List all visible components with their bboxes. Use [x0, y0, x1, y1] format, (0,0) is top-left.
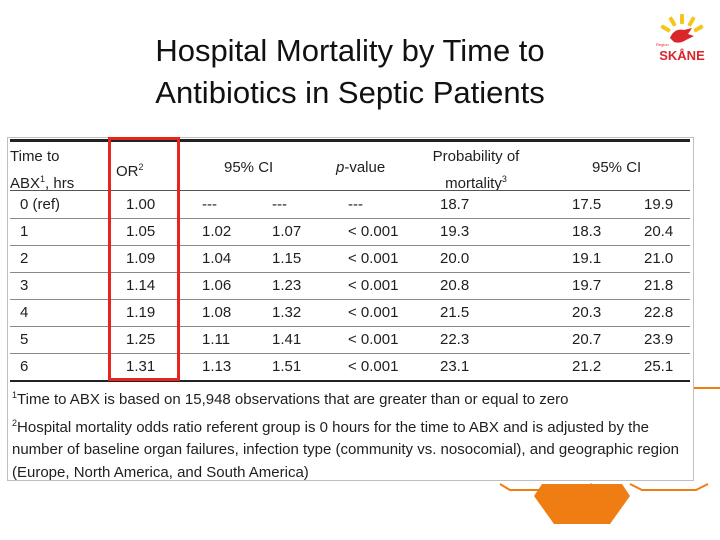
- cell-or: 1.14: [126, 277, 156, 294]
- cell-plo: 19.1: [572, 250, 602, 267]
- title-line-1: Hospital Mortality by Time to: [155, 33, 545, 68]
- header-p-value: p-value: [336, 159, 386, 176]
- table-bottom-rule: [10, 380, 690, 382]
- row-separator: [10, 245, 690, 246]
- cell-or: 1.00: [126, 196, 156, 213]
- cell-lo: 1.13: [202, 358, 232, 375]
- header-or-ci: 95% CI: [224, 159, 274, 176]
- cell-p: < 0.001: [348, 304, 399, 321]
- row-separator: [10, 272, 690, 273]
- cell-hi: ---: [272, 196, 287, 213]
- footnote-2: 2Hospital mortality odds ratio referent …: [12, 417, 650, 436]
- table-row: 5 1.25 1.11 1.41 < 0.001 22.3 20.7 23.9: [10, 326, 690, 353]
- table-row: 1 1.05 1.02 1.07 < 0.001 19.3 18.3 20.4: [10, 218, 690, 245]
- cell-phi: 25.1: [644, 358, 674, 375]
- cell-hi: 1.07: [272, 223, 302, 240]
- cell-lo: ---: [202, 196, 217, 213]
- table-figure: [7, 137, 694, 481]
- cell-phi: 19.9: [644, 196, 674, 213]
- cell-hi: 1.51: [272, 358, 302, 375]
- row-separator: [10, 299, 690, 300]
- cell-or: 1.05: [126, 223, 156, 240]
- cell-p: < 0.001: [348, 277, 399, 294]
- region-skane-logo-icon: [660, 14, 704, 43]
- table-row: 2 1.09 1.04 1.15 < 0.001 20.0 19.1 21.0: [10, 245, 690, 272]
- table-row: 3 1.14 1.06 1.23 < 0.001 20.8 19.7 21.8: [10, 272, 690, 299]
- table-row: 0 (ref) 1.00 --- --- --- 18.7 17.5 19.9: [10, 191, 690, 218]
- cell-phi: 21.8: [644, 277, 674, 294]
- slide-title: Hospital Mortality by Time to Antibiotic…: [60, 30, 640, 114]
- row-separator: [10, 353, 690, 354]
- cell-time: 0 (ref): [20, 196, 61, 213]
- row-separator: [10, 218, 690, 219]
- cell-or: 1.09: [126, 250, 156, 267]
- cell-time: 5: [20, 331, 29, 348]
- cell-hi: 1.15: [272, 250, 302, 267]
- cell-p: < 0.001: [348, 331, 399, 348]
- cell-lo: 1.11: [202, 331, 231, 348]
- cell-prob: 23.1: [440, 358, 470, 375]
- decorative-hexagon-shapes: [499, 387, 720, 524]
- cell-hi: 1.41: [272, 331, 302, 348]
- header-prob-ci: 95% CI: [592, 159, 642, 176]
- logo-brand-text: SKÅNE: [659, 48, 705, 63]
- cell-plo: 21.2: [572, 358, 602, 375]
- table-row: 6 1.31 1.13 1.51 < 0.001 23.1 21.2 25.1: [10, 353, 690, 380]
- cell-time: 3: [20, 277, 29, 294]
- header-probability: Probability of mortality3: [432, 148, 520, 192]
- row-separator: [10, 326, 690, 327]
- cell-phi: 22.8: [644, 304, 674, 321]
- header-or: OR2: [116, 162, 144, 180]
- cell-lo: 1.02: [202, 223, 232, 240]
- cell-or: 1.19: [126, 304, 156, 321]
- cell-prob: 18.7: [440, 196, 470, 213]
- cell-prob: 19.3: [440, 223, 470, 240]
- cell-hi: 1.32: [272, 304, 302, 321]
- cell-phi: 20.4: [644, 223, 674, 240]
- cell-or: 1.25: [126, 331, 156, 348]
- cell-p: < 0.001: [348, 223, 399, 240]
- footnote-1: 1Time to ABX is based on 15,948 observat…: [12, 390, 569, 408]
- cell-hi: 1.23: [272, 277, 302, 294]
- cell-p: < 0.001: [348, 250, 399, 267]
- header-separator: [10, 190, 690, 191]
- odds-ratio-highlight-box: [108, 137, 180, 381]
- cell-plo: 20.3: [572, 304, 602, 321]
- table-row: 4 1.19 1.08 1.32 < 0.001 21.5 20.3 22.8: [10, 299, 690, 326]
- cell-time: 1: [20, 223, 29, 240]
- cell-prob: 21.5: [440, 304, 470, 321]
- title-line-2: Antibiotics in Septic Patients: [155, 75, 545, 110]
- cell-p: ---: [348, 196, 363, 213]
- cell-p: < 0.001: [348, 358, 399, 375]
- cell-time: 4: [20, 304, 29, 321]
- header-time: Time to ABX1, hrs: [10, 148, 75, 192]
- logo-region-text: Region: [656, 42, 669, 47]
- cell-time: 6: [20, 358, 29, 375]
- cell-phi: 21.0: [644, 250, 674, 267]
- cell-prob: 20.8: [440, 277, 470, 294]
- cell-plo: 20.7: [572, 331, 602, 348]
- cell-phi: 23.9: [644, 331, 674, 348]
- cell-prob: 22.3: [440, 331, 470, 348]
- cell-prob: 20.0: [440, 250, 470, 267]
- table-footnotes: 1Time to ABX is based on 15,948 observat…: [12, 384, 692, 484]
- cell-plo: 18.3: [572, 223, 602, 240]
- cell-time: 2: [20, 250, 29, 267]
- cell-lo: 1.08: [202, 304, 232, 321]
- footnote-2-cont2: (Europe, North America, and South Americ…: [12, 463, 309, 481]
- cell-lo: 1.04: [202, 250, 232, 267]
- footnote-2-cont: number of baseline organ failures, infec…: [12, 441, 680, 458]
- cell-plo: 17.5: [572, 196, 602, 213]
- table-header-row: Time to ABX1, hrs OR2 95% CI p-value Pro…: [10, 143, 690, 192]
- cell-plo: 19.7: [572, 277, 602, 294]
- cell-lo: 1.06: [202, 277, 232, 294]
- table-top-rule: [10, 139, 690, 142]
- cell-or: 1.31: [126, 358, 156, 375]
